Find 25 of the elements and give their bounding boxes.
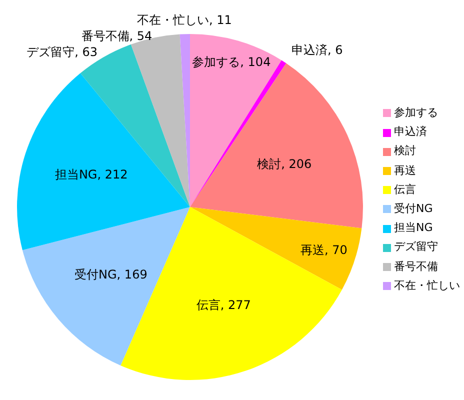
legend-label: 伝言 <box>394 182 416 196</box>
data-label: 申込済, 6 <box>291 42 343 57</box>
pie-slice <box>190 207 362 290</box>
data-label: 伝言, 277 <box>196 298 251 312</box>
legend-label: 番号不備 <box>394 260 438 273</box>
data-label: 参加する, 104 <box>192 55 271 70</box>
pie-slice <box>22 207 190 366</box>
data-label: 番号不備, 54 <box>81 29 152 44</box>
legend-label: 再送 <box>394 164 416 177</box>
legend-label: 不在・忙しい <box>394 278 460 292</box>
pie-slice <box>17 73 190 250</box>
pie-slice <box>190 34 282 207</box>
legend-label: 受付NG <box>394 202 433 215</box>
data-label: 検討, 206 <box>257 156 312 171</box>
legend-label: 申込済 <box>394 125 427 138</box>
legend-label: 参加する <box>394 106 438 119</box>
data-label: 再送, 70 <box>300 243 348 258</box>
legend-label: デズ留守 <box>394 240 438 254</box>
pie-slice <box>80 44 190 207</box>
data-label: 受付NG, 169 <box>74 267 148 282</box>
data-label: 担当NG, 212 <box>54 168 128 182</box>
data-label: デズ留守, 63 <box>26 45 98 60</box>
legend-label: 担当NG <box>394 221 433 234</box>
data-label: 不在・忙しい, 11 <box>137 13 232 28</box>
legend-label: 検討 <box>394 144 416 158</box>
